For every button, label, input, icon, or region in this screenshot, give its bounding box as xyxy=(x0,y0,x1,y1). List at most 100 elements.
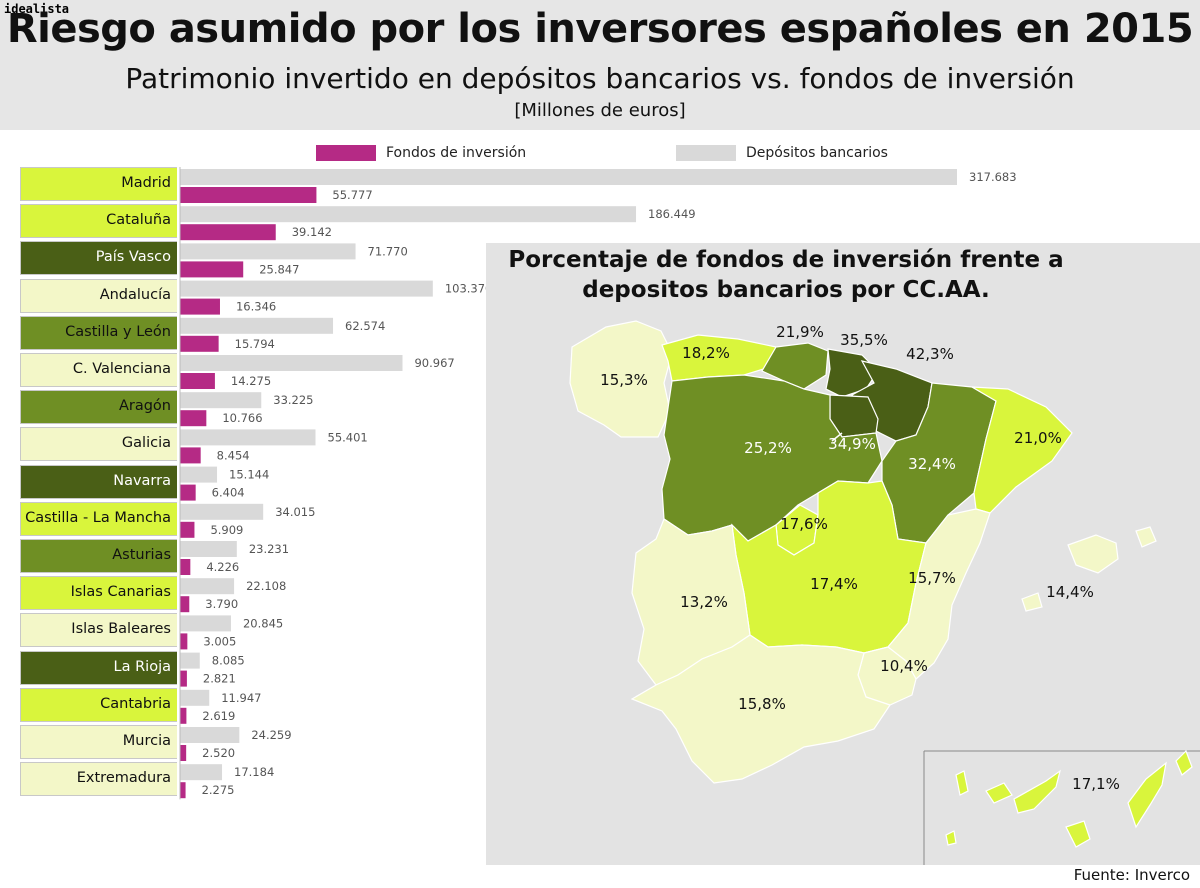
bar-depositos xyxy=(180,541,237,557)
region-cell: C. Valenciana xyxy=(20,353,177,387)
bar-depositos xyxy=(180,280,433,297)
map-region-islas-canarias-7 xyxy=(945,830,957,846)
region-cell: Navarra xyxy=(20,464,177,499)
bar-label-fondos: 39.142 xyxy=(292,225,332,239)
region-label: Andalucía xyxy=(99,286,171,303)
bar-label-fondos: 14.275 xyxy=(231,374,271,388)
bar-label-depositos: 62.574 xyxy=(345,319,385,333)
bar-fondos xyxy=(180,261,244,278)
region-label: Castilla y León xyxy=(65,323,171,340)
bar-fondos xyxy=(180,670,187,687)
bar-label-depositos: 71.770 xyxy=(368,244,408,258)
region-label: La Rioja xyxy=(113,658,171,675)
legend-label-depositos: Depósitos bancarios xyxy=(746,145,888,161)
region-label: Cataluña xyxy=(106,212,171,229)
bar-label-depositos: 34.015 xyxy=(275,505,315,519)
bar-fondos xyxy=(180,782,186,799)
page-title: Riesgo asumido por los inversores españo… xyxy=(6,6,1194,52)
bar-fondos xyxy=(180,298,220,315)
bar-fondos xyxy=(180,410,207,427)
brand-logo: idealista xyxy=(4,2,70,16)
map-region-cataluna xyxy=(971,386,1073,514)
map-value-label: 21,9% xyxy=(776,323,824,341)
region-cell: País Vasco xyxy=(20,241,177,276)
region-cell: Aragón xyxy=(20,390,177,425)
bar-label-fondos: 16.346 xyxy=(236,300,276,314)
units-label: [Millones de euros] xyxy=(514,100,686,121)
bar-label-fondos: 6.404 xyxy=(212,486,245,500)
bar-label-fondos: 2.275 xyxy=(202,783,235,797)
legend-swatch-fondos xyxy=(316,145,376,161)
bar-depositos xyxy=(180,503,264,520)
bar-label-depositos: 17.184 xyxy=(234,765,274,779)
bar-depositos xyxy=(180,466,218,483)
region-cell: Galicia xyxy=(20,427,177,462)
map-panel: 15,3% 18,2% 21,9% 35,5% 42,3% 34,9% 25,2% 32,4%… xyxy=(486,243,1200,865)
map-value-label: 34,9% xyxy=(828,435,876,453)
map-value-label: 14,4% xyxy=(1046,583,1094,601)
map-region-islas-canarias-6 xyxy=(1175,749,1193,776)
map-region-islas-canarias-4 xyxy=(1065,820,1091,848)
bar-fondos xyxy=(180,447,201,464)
bar-fondos xyxy=(180,596,190,613)
map-region-islas-baleares xyxy=(1021,526,1157,612)
legend-label-fondos: Fondos de inversión xyxy=(386,145,527,161)
bar-label-fondos: 8.454 xyxy=(217,448,250,462)
region-label: C. Valenciana xyxy=(72,361,171,377)
map-region-andalucia xyxy=(630,634,891,784)
region-label: Islas Baleares xyxy=(71,621,171,638)
region-label: Asturias xyxy=(112,547,171,563)
map-value-label: 21,0% xyxy=(1014,429,1062,447)
region-cell: Cantabria xyxy=(20,687,177,722)
region-cell: Cataluña xyxy=(20,204,177,239)
region-label: Navarra xyxy=(113,472,171,489)
bar-label-fondos: 2.520 xyxy=(202,746,235,760)
bar-depositos xyxy=(180,243,356,260)
page-subtitle: Patrimonio invertido en depósitos bancar… xyxy=(125,62,1075,95)
region-label: Cantabria xyxy=(100,695,171,712)
bar-label-fondos: 15.794 xyxy=(235,337,275,351)
bar-label-fondos: 4.226 xyxy=(206,560,239,574)
bar-depositos xyxy=(180,429,316,446)
bar-depositos xyxy=(180,317,334,334)
source-note: Fuente: Inverco xyxy=(1073,866,1190,884)
region-label: País Vasco xyxy=(95,249,171,266)
legend-swatch-depositos xyxy=(676,145,736,161)
spain-map: 15,3% 18,2% 21,9% 35,5% 42,3% 34,9% 25,2% 32,4%… xyxy=(569,320,1200,865)
map-value-label: 32,4% xyxy=(908,455,956,473)
region-label: Madrid xyxy=(121,175,171,191)
bar-depositos xyxy=(180,652,200,669)
map-value-label: 35,5% xyxy=(840,331,888,349)
bar-label-fondos: 3.005 xyxy=(203,634,236,648)
bar-depositos xyxy=(180,355,403,371)
bar-label-fondos: 3.790 xyxy=(205,597,238,611)
map-region-islas-canarias-3 xyxy=(1013,769,1061,814)
map-value-label: 17,4% xyxy=(810,575,858,593)
region-label: Galicia xyxy=(121,435,171,452)
bar-label-fondos: 2.821 xyxy=(203,672,236,686)
region-cell: Andalucía xyxy=(20,278,177,313)
bar-depositos xyxy=(180,689,210,706)
bar-label-depositos: 186.449 xyxy=(648,207,696,221)
bar-label-depositos: 22.108 xyxy=(246,579,286,593)
region-cell: Murcia xyxy=(20,725,177,759)
bar-label-depositos: 11.947 xyxy=(221,691,261,705)
bar-label-fondos: 55.777 xyxy=(332,188,372,202)
bar-depositos xyxy=(180,727,240,743)
region-cell: Castilla y León xyxy=(20,315,177,350)
map-value-label: 13,2% xyxy=(680,593,728,611)
region-label: Islas Canarias xyxy=(70,584,171,601)
bar-label-depositos: 8.085 xyxy=(212,654,245,668)
bar-label-depositos: 90.967 xyxy=(414,356,454,370)
region-label: Extremadura xyxy=(76,770,171,787)
header-band xyxy=(0,0,1200,130)
canarias-inset xyxy=(923,749,1200,865)
bar-fondos xyxy=(180,373,215,389)
map-value-label: 17,1% xyxy=(1072,775,1120,793)
map-value-label: 15,7% xyxy=(908,569,956,587)
bar-label-depositos: 103.370 xyxy=(445,282,493,296)
map-region-pais-vasco xyxy=(825,348,879,398)
region-label: Aragón xyxy=(118,398,171,415)
map-value-label: 25,2% xyxy=(744,439,792,457)
